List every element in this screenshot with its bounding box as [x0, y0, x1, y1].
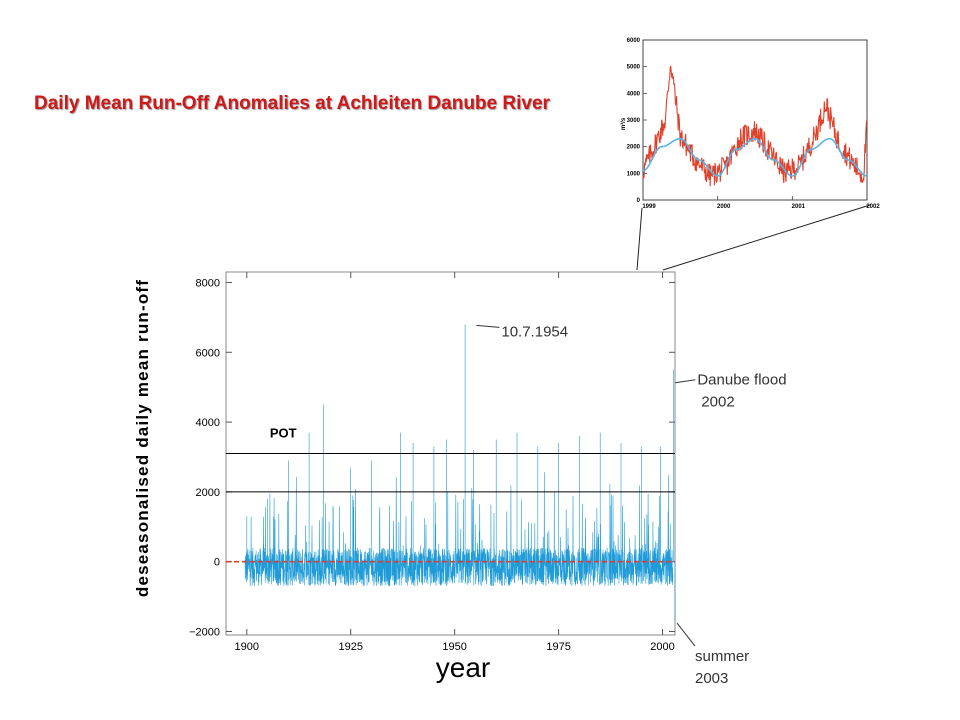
annotation-arrow-1954 — [476, 324, 500, 328]
x-tick-label: 2000 — [650, 641, 674, 653]
x-tick-label: 1975 — [546, 641, 570, 653]
annotation-danube-flood: Danube flood — [697, 372, 786, 389]
annotation-arrow-2003 — [676, 622, 696, 647]
y-tick-label: 0 — [214, 557, 220, 569]
main-series-line — [244, 324, 676, 621]
y-tick-label: −2000 — [189, 627, 220, 639]
zoom-connector-lines — [636, 204, 871, 271]
x-tick-label: 1900 — [235, 641, 259, 653]
inset-x-tick-label: 2002 — [866, 204, 880, 210]
y-tick-label: 2000 — [196, 487, 220, 499]
zoom-connector-left — [636, 207, 643, 271]
slide-title: Daily Mean Run-Off Anomalies at Achleite… — [34, 93, 550, 114]
inset-y-tick-label: 0 — [637, 198, 641, 204]
annotation-summer: summer — [695, 648, 749, 665]
main-axis-ticks: 1900 1925 1950 1975 2000 −2000 0 2000 4000 6000 80… — [189, 272, 675, 653]
inset-y-tick-label: 3000 — [627, 118, 641, 124]
y-tick-label: 4000 — [196, 417, 220, 429]
inset-x-tick-label: 2001 — [792, 204, 806, 210]
main-chart: 1900 1925 1950 1975 2000 −2000 0 2000 4000 6000 80… — [133, 271, 787, 687]
main-reference-lines — [226, 453, 675, 563]
inset-y-tick-label: 4000 — [627, 91, 641, 97]
inset-y-tick-label: 5000 — [627, 65, 641, 71]
main-annotations: 10.7.1954 Danube flood 2002 summer 2003 POT — [270, 323, 787, 687]
inset-axis-ticks: 1999 2000 2001 2002 0 1000 2000 3000 4000 5000 600… — [627, 38, 881, 210]
annotation-arrow-2002 — [675, 379, 696, 384]
inset-y-tick-label: 1000 — [627, 171, 641, 177]
y-axis-label: deseasonalised daily mean run-off — [133, 279, 152, 597]
inset-seasonal-curve — [642, 137, 868, 177]
annotation-pot: POT — [270, 426, 297, 441]
x-tick-label: 1925 — [338, 641, 362, 653]
y-tick-label: 6000 — [196, 347, 220, 359]
zoom-connector-right — [662, 204, 871, 271]
annotation-2003-year: 2003 — [695, 670, 728, 687]
inset-x-tick-label: 1999 — [642, 204, 656, 210]
inset-y-tick-label: 6000 — [627, 38, 641, 44]
inset-x-tick-label: 2000 — [717, 204, 731, 210]
inset-y-axis-label: m³/s — [620, 117, 627, 130]
x-tick-label: 1950 — [442, 641, 466, 653]
x-axis-label: year — [436, 652, 490, 683]
inset-runoff-line — [642, 65, 868, 187]
annotation-1954-peak: 10.7.1954 — [501, 323, 568, 340]
y-tick-label: 8000 — [196, 277, 220, 289]
annotation-2002-year: 2002 — [701, 394, 734, 411]
inset-y-tick-label: 2000 — [627, 145, 641, 151]
inset-chart: 1999 2000 2001 2002 0 1000 2000 3000 4000 5000 600… — [620, 38, 880, 210]
